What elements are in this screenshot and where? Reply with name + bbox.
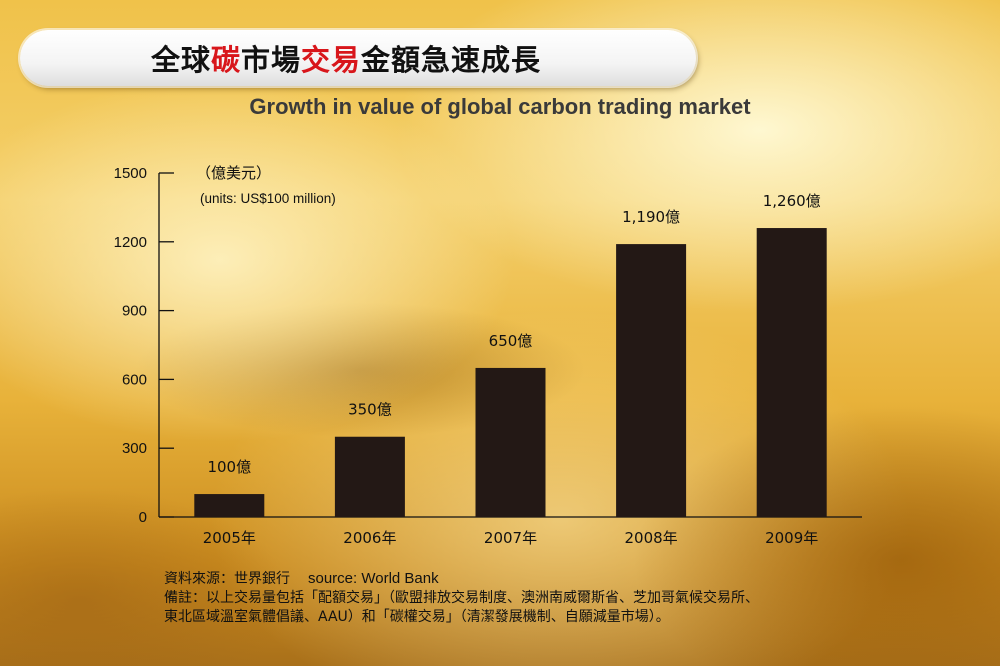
data-label-2: 650億 <box>489 332 533 350</box>
data-label-3: 1,190億 <box>622 208 680 226</box>
x-tick-label-1: 2006年 <box>343 529 396 547</box>
data-label-4: 1,260億 <box>763 192 821 210</box>
bar-0 <box>194 494 265 517</box>
note-line-2: 東北區域溫室氣體倡議、AAU）和「碳權交易」（清潔發展機制、自願減量市場）。 <box>164 609 670 625</box>
chart-title: 全球碳市場交易金額急速成長 <box>151 37 541 79</box>
y-tick-label: 600 <box>122 371 147 388</box>
title-part-4: 交易 <box>301 43 362 77</box>
title-part-3: 市場 <box>240 43 301 77</box>
x-tick-label-0: 2005年 <box>203 529 256 547</box>
source-cn: 資料來源：世界銀行 <box>164 571 290 587</box>
x-tick-label-2: 2007年 <box>484 529 537 547</box>
y-tick-label: 900 <box>122 303 147 320</box>
y-unit-cn: （億美元） <box>196 164 272 182</box>
y-tick-label: 1500 <box>114 165 147 182</box>
y-tick-label: 0 <box>139 509 147 526</box>
source-en: source: World Bank <box>308 570 439 587</box>
footer-notes: 資料來源：世界銀行 source: World Bank 備註：以上交易量包括「配… <box>164 569 994 627</box>
title-banner: 全球碳市場交易金額急速成長 <box>20 30 696 86</box>
y-unit-en: (units: US$100 million) <box>200 191 336 206</box>
bar-2 <box>475 367 546 517</box>
data-label-1: 350億 <box>348 401 392 419</box>
y-tick-label: 300 <box>122 440 147 457</box>
chart-subtitle: Growth in value of global carbon trading… <box>249 94 751 119</box>
bar-4 <box>756 228 827 518</box>
y-tick-label: 1200 <box>114 234 147 251</box>
x-tick-label-3: 2008年 <box>625 529 678 547</box>
x-tick-label-4: 2009年 <box>765 529 818 547</box>
title-part-2: 碳 <box>210 43 241 77</box>
data-label-0: 100億 <box>207 458 251 476</box>
bar-1 <box>334 436 405 517</box>
bar-3 <box>616 244 687 518</box>
source-line: 資料來源：世界銀行 source: World Bank <box>164 569 994 589</box>
note-line-1: 備註：以上交易量包括「配額交易」（歐盟排放交易制度、澳洲南威爾斯省、芝加哥氣候交… <box>164 590 759 606</box>
title-part-1: 全球 <box>150 43 211 77</box>
title-part-5: 金額急速成長 <box>361 43 542 77</box>
